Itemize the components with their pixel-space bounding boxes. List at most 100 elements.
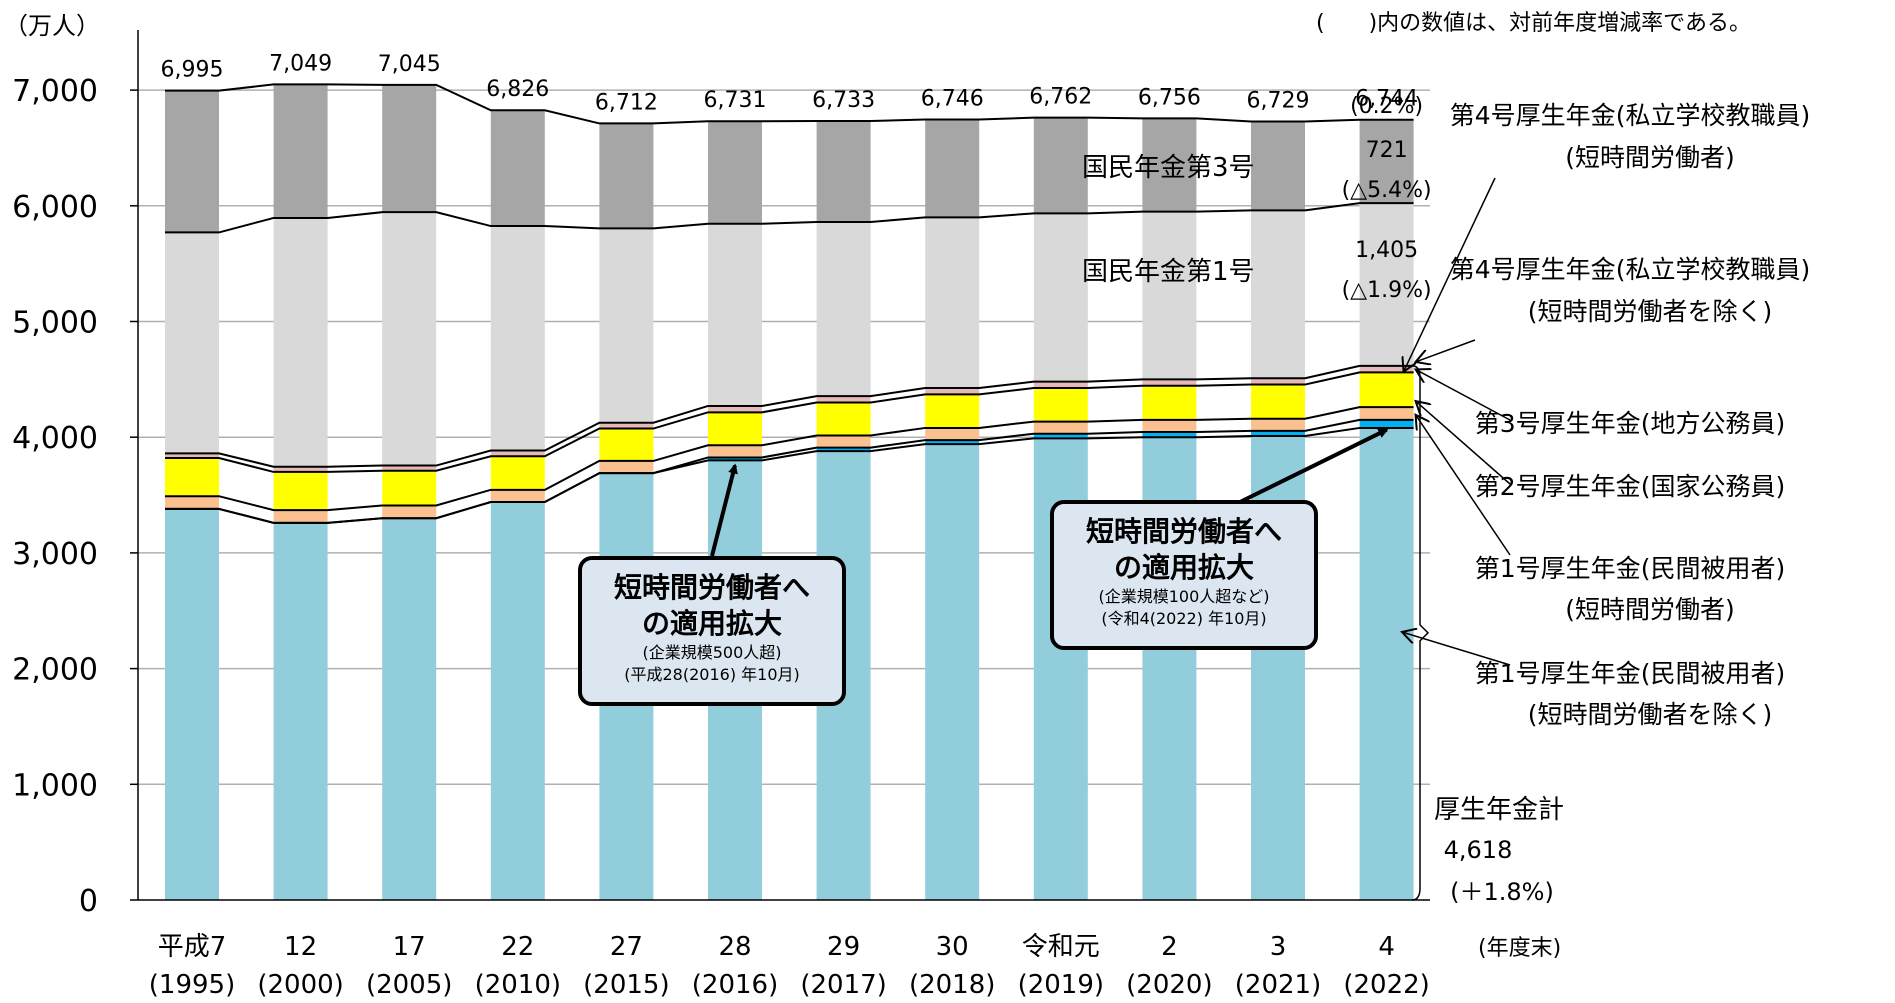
bar-segment-0-11 [1359, 427, 1414, 900]
connector-line-2 [165, 418, 1414, 524]
series-label-line2: (短時間労働者を除く) [1528, 700, 1773, 729]
y-tick-label: 0 [79, 884, 98, 919]
pointer-lines [710, 177, 1511, 901]
bar-segment-7-10 [1251, 121, 1305, 211]
bar-segment-3-1 [273, 471, 328, 511]
bar-segment-7-5 [708, 121, 762, 224]
bar-segment-6-11 [1359, 203, 1414, 366]
y-tick-label: 7,000 [12, 74, 98, 109]
kosei-value: 4,618 [1444, 836, 1513, 864]
connector-line-8 [165, 83, 1414, 125]
y-tick-label: 2,000 [12, 653, 98, 688]
callout-2016-title: 短時間労働者へ [613, 571, 810, 604]
bar-segment-4-5 [708, 405, 762, 413]
x-tick-sublabel: (2022) [1343, 970, 1429, 1000]
bar-segment-3-2 [382, 470, 437, 506]
kosei-brace [1411, 364, 1430, 901]
bar-segment-2-3 [490, 489, 545, 502]
bar-segment-0-7 [925, 444, 980, 900]
total-label: 6,746 [921, 86, 984, 111]
bar-segment-7-1 [273, 84, 328, 218]
x-tick-sublabel: (1995) [149, 970, 235, 1000]
x-tick-sublabel: (2020) [1126, 970, 1212, 1000]
x-tick-sublabel: (2005) [366, 970, 452, 1000]
cat3-rate-2022: (△5.4%) [1342, 178, 1432, 203]
bar-segment-7-6 [816, 120, 871, 222]
x-tick-sublabel: (2010) [475, 970, 561, 1000]
bar-segment-3-4 [599, 428, 654, 461]
bar-segment-6-9 [1142, 211, 1197, 380]
callout-2016-detail1: (企業規模500人超) [642, 643, 782, 662]
bar-segment-7-8 [1033, 117, 1088, 214]
bar-segment-6-2 [382, 212, 437, 466]
bar-segment-4-10 [1251, 378, 1305, 385]
y-tick-label: 6,000 [12, 190, 98, 225]
bar-segment-7-4 [599, 123, 654, 229]
callout-2022-title: 短時間労働者へ [1085, 515, 1282, 548]
bar-segment-7-3 [490, 110, 545, 227]
callout-2022-detail1: (企業規模100人超など) [1098, 587, 1270, 606]
bar-segment-4-8 [1033, 381, 1088, 389]
connector-line-3 [165, 406, 1414, 512]
bar-segment-7-0 [165, 90, 219, 233]
bar-segment-3-11 [1359, 372, 1414, 408]
pointer-line-0 [1404, 177, 1496, 372]
series-label-line1: 第1号厚生年金(民間被用者) [1475, 554, 1785, 583]
bar-segment-3-0 [165, 458, 219, 497]
y-tick-label: 4,000 [12, 421, 98, 456]
connector-line-5 [165, 364, 1414, 468]
bar-segment-0-1 [273, 522, 328, 900]
x-tick-label: 28 [718, 932, 751, 962]
unit-label: （万人） [4, 12, 100, 40]
bar-segment-1-10 [1251, 430, 1305, 437]
bar-segment-2-11 [1359, 407, 1414, 420]
x-tick-sublabel: (2000) [257, 970, 343, 1000]
x-tick-label: 30 [936, 932, 969, 962]
x-tick-label: 4 [1378, 932, 1395, 962]
series-label-line1: 第1号厚生年金(民間被用者) [1475, 659, 1785, 688]
x-tick-sublabel: (2016) [692, 970, 778, 1000]
cat1-inside-label: 国民年金第1号 [1082, 257, 1255, 287]
pointer-line-5 [1402, 632, 1511, 666]
pointer-line-3 [1416, 401, 1511, 485]
x-tick-label: 3 [1270, 932, 1287, 962]
bar-segment-6-0 [165, 232, 219, 454]
bar-segment-4-1 [273, 466, 328, 472]
callout-2016: 短時間労働者へ の適用拡大 (企業規模500人超) (平成28(2016) 年1… [578, 556, 846, 706]
callout-2016-title2: の適用拡大 [641, 607, 782, 640]
total-label: 6,729 [1247, 88, 1310, 113]
x-tick-label: 17 [393, 932, 426, 962]
cat1-value-2022: 1,405 [1355, 238, 1418, 263]
pointer-line-1 [1416, 339, 1476, 362]
bar-segment-2-10 [1251, 418, 1305, 431]
x-tick-sublabel: (2018) [909, 970, 995, 1000]
total-label: 7,045 [378, 52, 441, 77]
series-label-line2: (短時間労働者) [1565, 595, 1735, 624]
bar-segment-3-5 [708, 412, 762, 446]
x-tick-sublabel: (2021) [1235, 970, 1321, 1000]
note-text: ( )内の数値は、対前年度増減率である。 [1316, 11, 1751, 36]
pointer-line-4 [1416, 415, 1511, 556]
bar-segment-4-3 [490, 450, 545, 457]
series-label-line1: 第2号厚生年金(国家公務員) [1475, 472, 1785, 501]
bar-segment-4-4 [599, 422, 654, 429]
bar-segment-6-3 [490, 226, 545, 451]
connector-lines [165, 83, 1414, 524]
bar-segment-2-1 [273, 510, 328, 523]
bar-segment-3-9 [1142, 385, 1197, 420]
axes [130, 30, 1430, 901]
bar-segment-7-11 [1359, 119, 1414, 204]
bar-segment-0-0 [165, 508, 219, 900]
bar-segment-3-10 [1251, 384, 1305, 419]
kosei-rate: (＋1.8%) [1450, 878, 1554, 906]
pointer-line-2 [1416, 369, 1511, 421]
callout-arrow-2016 [710, 463, 738, 557]
total-label: 6,712 [595, 90, 658, 115]
series-label-line1: 第3号厚生年金(地方公務員) [1475, 409, 1785, 438]
bar-segment-4-9 [1142, 379, 1197, 386]
series-label-line1: 第4号厚生年金(私立学校教職員) [1450, 255, 1810, 284]
bar-segment-3-8 [1033, 388, 1088, 422]
total-label: 6,762 [1029, 85, 1092, 110]
y-tick-label: 3,000 [12, 537, 98, 572]
bar-segment-2-8 [1033, 421, 1088, 434]
